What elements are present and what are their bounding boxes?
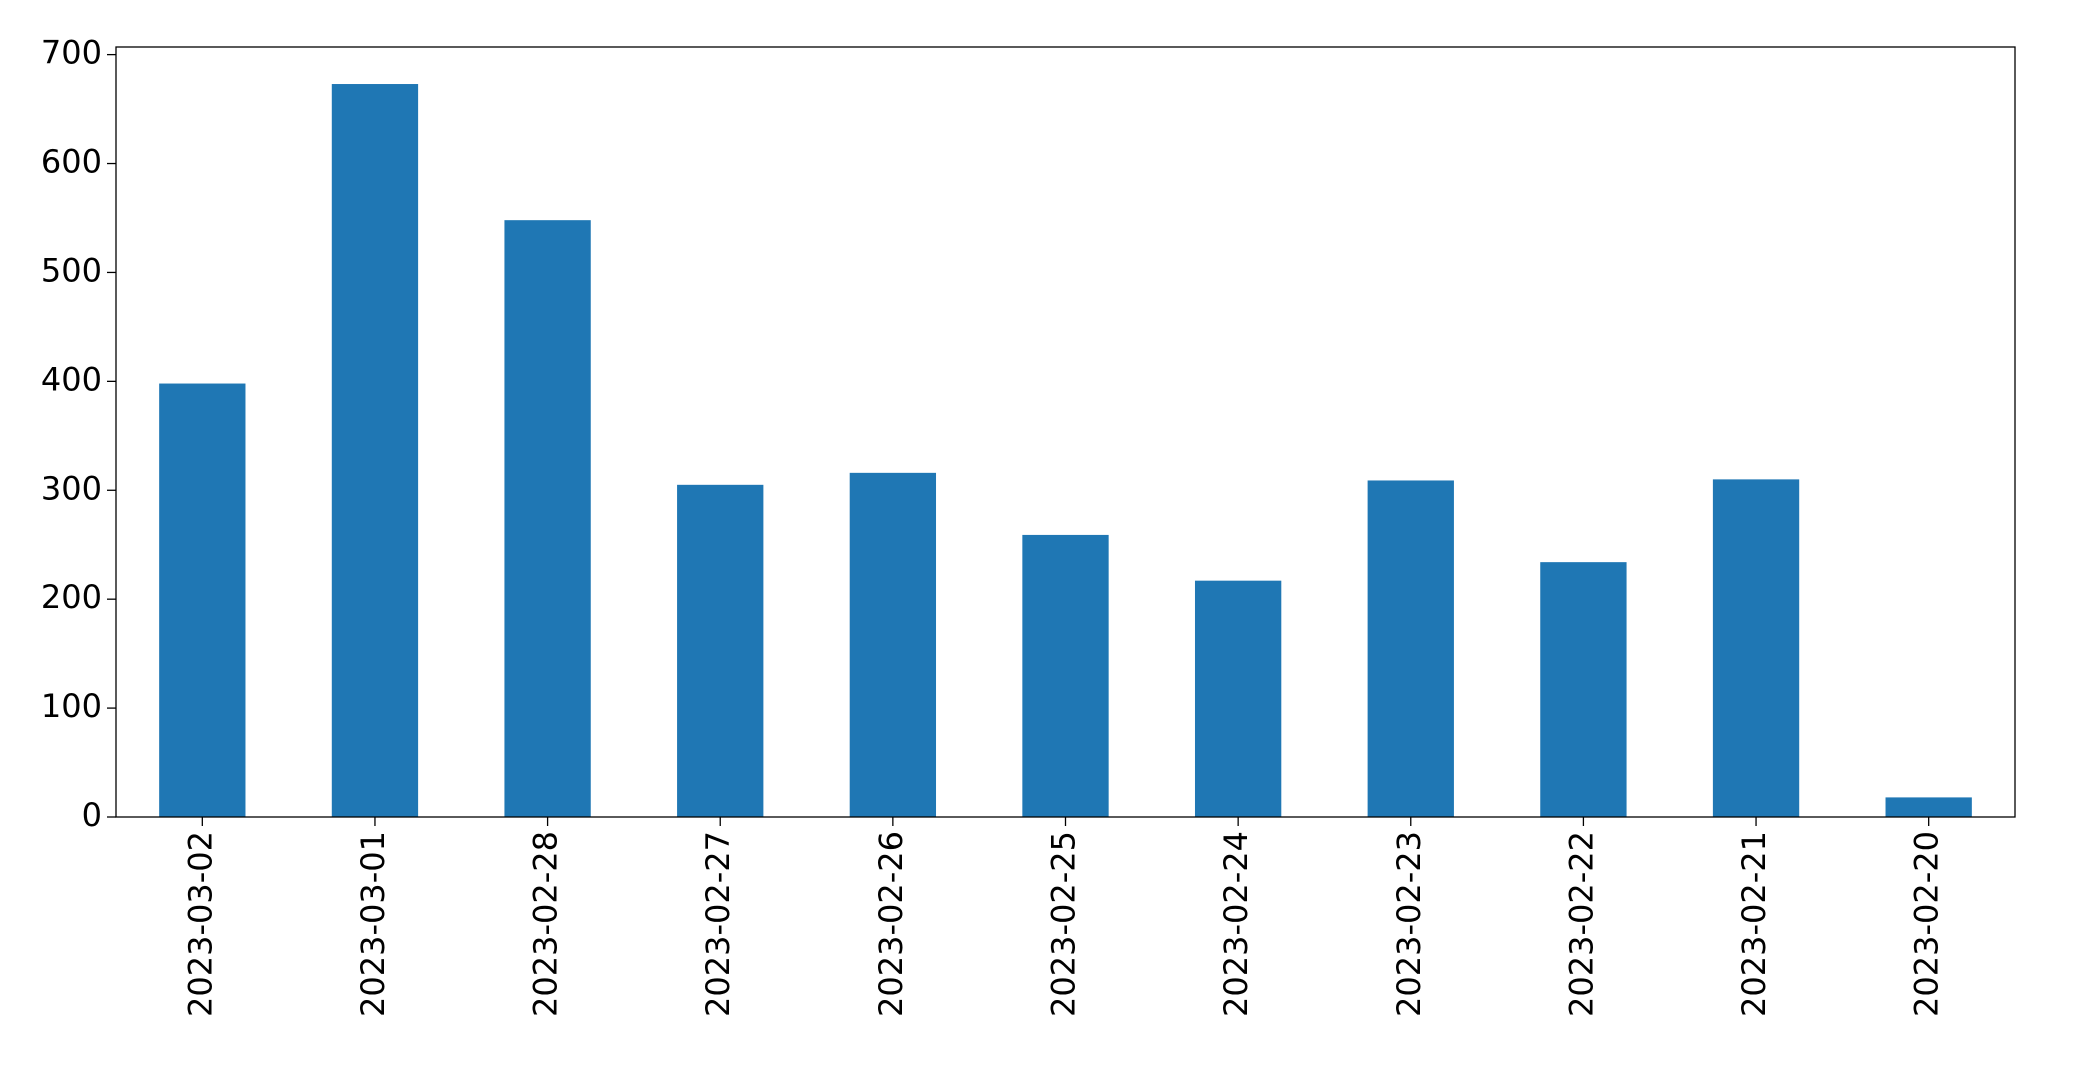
x-tick-label: 2023-02-21 [1735, 831, 1773, 1017]
x-tick-label: 2023-03-02 [181, 831, 219, 1017]
y-tick-label: 0 [82, 796, 102, 834]
x-tick-label: 2023-02-27 [699, 831, 737, 1017]
bar [504, 220, 591, 817]
bar [331, 84, 419, 817]
bar [1194, 580, 1282, 817]
plot-frame [115, 46, 2016, 818]
x-tick-label: 2023-03-01 [354, 831, 392, 1017]
bar [849, 472, 937, 817]
x-tick-label: 2023-02-28 [527, 831, 565, 1017]
y-tick-label: 500 [41, 251, 102, 289]
x-tick-label: 2023-02-25 [1045, 831, 1083, 1017]
bar [1885, 797, 1972, 817]
y-tick-label: 700 [41, 34, 102, 72]
bar [1367, 480, 1454, 817]
bar [159, 383, 246, 817]
x-tick-label: 2023-02-23 [1390, 831, 1428, 1017]
y-tick-label: 600 [41, 143, 102, 181]
y-tick-label: 400 [41, 360, 102, 398]
bar [1540, 562, 1627, 817]
bar [677, 484, 764, 817]
x-tick-label: 2023-02-24 [1217, 831, 1255, 1017]
y-tick-label: 100 [41, 687, 102, 725]
bar [1712, 479, 1800, 817]
y-tick-label: 200 [41, 578, 102, 616]
x-tick-label: 2023-02-26 [872, 831, 910, 1017]
y-tick-label: 300 [41, 469, 102, 507]
bar [1022, 534, 1109, 817]
x-tick-label: 2023-02-20 [1908, 831, 1946, 1017]
x-tick-label: 2023-02-22 [1562, 831, 1600, 1017]
